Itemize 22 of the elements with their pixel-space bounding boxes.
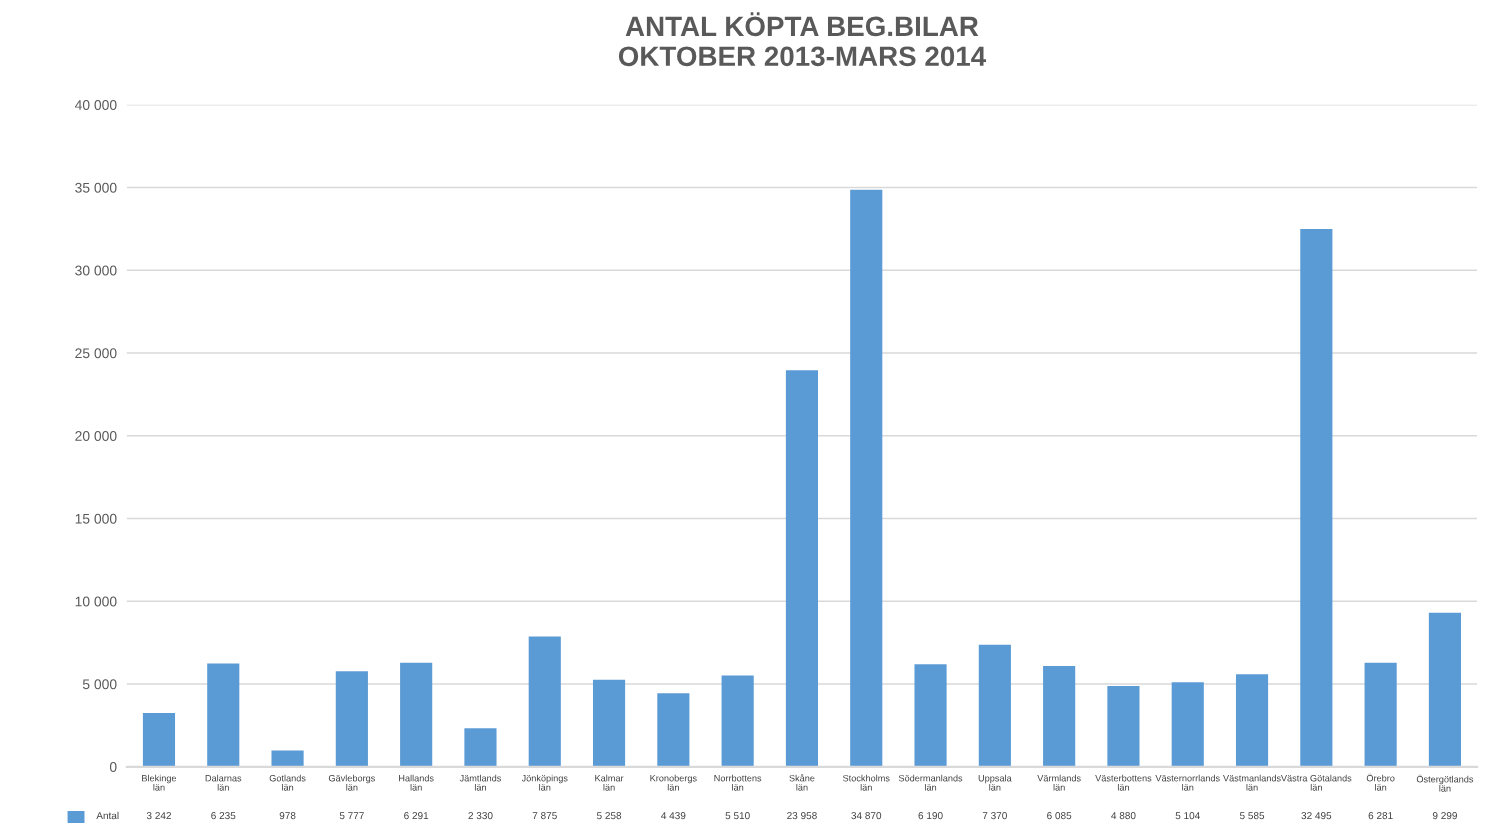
bar <box>400 662 433 767</box>
bar <box>1171 682 1204 767</box>
bar <box>914 664 947 767</box>
bar <box>207 663 240 767</box>
bar <box>464 728 497 767</box>
bar <box>528 636 561 767</box>
bar <box>335 671 368 767</box>
bar <box>1300 228 1333 767</box>
chart-title: ANTAL KÖPTA BEG.BILAR OKTOBER 2013-MARS 2014 <box>618 12 987 67</box>
bar <box>978 644 1011 767</box>
bar <box>1235 674 1269 767</box>
bar <box>785 370 819 767</box>
bar <box>142 713 176 767</box>
bar <box>721 675 754 767</box>
bar <box>657 693 690 767</box>
bar <box>1364 662 1397 767</box>
bar <box>1043 666 1076 767</box>
bar <box>592 679 626 767</box>
bar <box>271 750 304 767</box>
bar <box>1107 686 1140 767</box>
bar <box>850 189 883 767</box>
bar <box>1428 612 1462 767</box>
